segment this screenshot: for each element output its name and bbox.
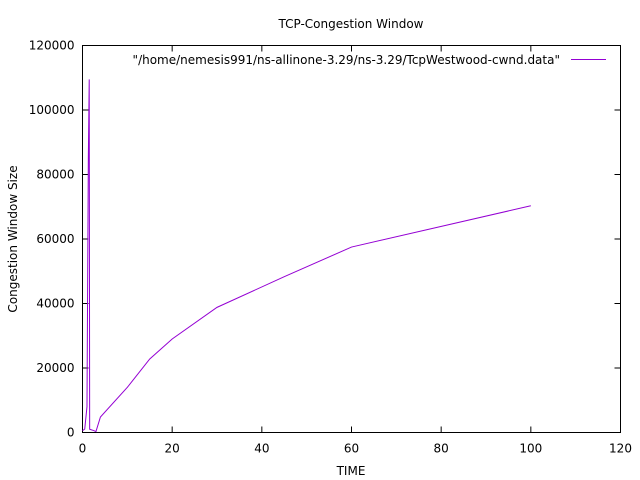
series-layer: [82, 79, 531, 433]
plot-frame: [82, 45, 621, 433]
x-ticks: 0 20 40 60 80 100 120: [79, 45, 632, 456]
series-line: [82, 79, 531, 433]
y-tick-label: 120000: [29, 39, 75, 53]
x-tick-label: 40: [254, 442, 269, 456]
chart-title: TCP-Congestion Window: [277, 17, 423, 31]
y-ticks: 0 20000 40000 60000 80000 100000 120000: [29, 39, 621, 440]
y-tick-label: 100000: [29, 103, 75, 117]
y-tick-label: 20000: [36, 361, 74, 375]
legend-entry-label: "/home/nemesis991/ns-allinone-3.29/ns-3.…: [133, 53, 560, 67]
x-tick-label: 100: [519, 442, 542, 456]
x-tick-label: 0: [79, 442, 87, 456]
y-axis-label: Congestion Window Size: [6, 165, 20, 312]
y-tick-label: 0: [67, 426, 75, 440]
x-tick-label: 80: [434, 442, 449, 456]
y-tick-label: 80000: [36, 168, 74, 182]
x-axis-label: TIME: [336, 464, 366, 478]
y-tick-label: 60000: [36, 232, 74, 246]
legend: "/home/nemesis991/ns-allinone-3.29/ns-3.…: [133, 53, 606, 67]
x-tick-label: 60: [344, 442, 359, 456]
x-tick-label: 120: [609, 442, 632, 456]
y-tick-label: 40000: [36, 297, 74, 311]
x-tick-label: 20: [165, 442, 180, 456]
